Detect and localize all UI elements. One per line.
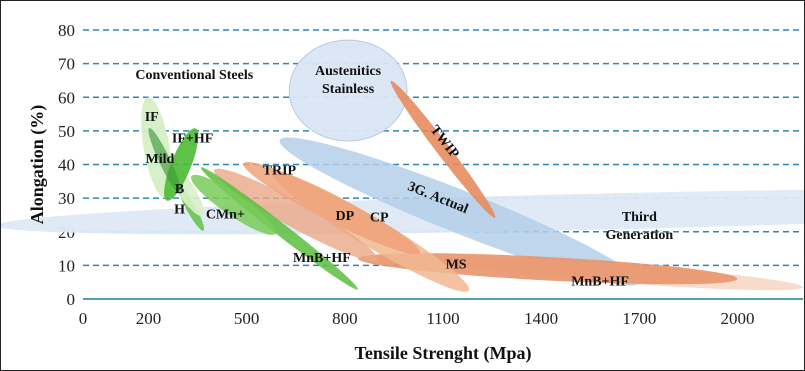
y-axis-title: Alongation (%) — [27, 105, 48, 225]
region-trip — [243, 162, 421, 255]
x-tick-label: 200 — [136, 309, 162, 328]
region-label-third-generation: Third Generation — [606, 210, 674, 243]
region-label-cp: CP — [370, 211, 389, 226]
region-austenitics-stainless — [288, 39, 408, 142]
y-tick-label: 50 — [58, 122, 75, 141]
y-tick-label: 30 — [58, 189, 75, 208]
x-axis-title: Tensile Strenght (Mpa) — [354, 343, 531, 364]
region-label-mnb-hf-low-: MnB+HF — [293, 251, 351, 266]
region-label-austenitics-stainless: Austenitics Stainless — [315, 64, 382, 97]
region-ms — [357, 253, 738, 285]
x-tick-label: 800 — [332, 309, 358, 328]
region-label-mnb-hf-high-: MnB+HF — [571, 275, 629, 290]
y-tick-label: 70 — [58, 55, 75, 74]
y-tick-label: 40 — [58, 156, 75, 175]
region-cmn- — [191, 174, 277, 235]
region-label-cmn-: CMn+ — [206, 207, 245, 222]
region-label-if-hf: IF+HF — [172, 132, 213, 147]
region-3g-actual — [279, 137, 640, 286]
region-dp — [213, 168, 378, 262]
x-tick-label: 500 — [234, 309, 260, 328]
y-tick-label: 10 — [58, 256, 75, 275]
region-label-trip: TRIP — [263, 164, 297, 179]
conventional-steels-label: Conventional Steels — [135, 68, 253, 83]
x-tick-label: 1700 — [622, 309, 656, 328]
region-label-if: IF — [145, 110, 159, 125]
x-tick-label: 2000 — [721, 309, 755, 328]
region-label-b: B — [175, 182, 184, 197]
region-twip — [390, 80, 496, 218]
region-label-mild: Mild — [146, 152, 175, 167]
x-tick-label: 1100 — [426, 309, 459, 328]
region-mild — [148, 128, 182, 195]
y-tick-label: 60 — [58, 88, 75, 107]
region-label-ms: MS — [446, 258, 467, 273]
x-tick-label: 0 — [79, 309, 88, 328]
region-label-h: H — [174, 202, 185, 217]
y-tick-label: 0 — [67, 290, 76, 309]
y-tick-label: 80 — [58, 21, 75, 40]
x-tick-label: 1400 — [524, 309, 558, 328]
region-label-dp: DP — [335, 209, 354, 224]
